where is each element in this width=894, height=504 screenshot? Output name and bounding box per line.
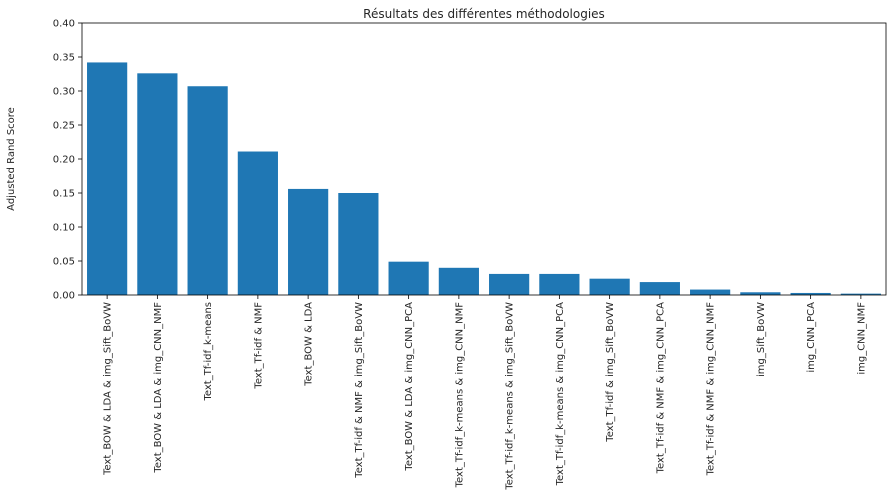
bar (288, 188, 329, 295)
x-category-label: Text_BOW & LDA & img_Sift_BoVW (103, 302, 114, 476)
bar (489, 273, 530, 295)
y-tick-label: 0.10 (53, 223, 75, 234)
y-tick-label: 0.25 (53, 121, 75, 132)
bar (690, 289, 731, 295)
x-category-label: Text_Tf-idf_k-means (203, 302, 214, 402)
bar (187, 86, 228, 296)
x-category-label: Text_Tf-idf & NMF & img_CNN_NMF (706, 302, 717, 477)
x-category-label: img_CNN_NMF (856, 302, 867, 375)
bar (840, 293, 881, 295)
bar (438, 267, 479, 295)
y-tick-label: 0.20 (53, 155, 75, 166)
bar (338, 193, 379, 295)
x-category-label: Text_Tf-idf & NMF & img_CNN_PCA (655, 302, 666, 475)
bar (388, 261, 429, 295)
bar (539, 273, 580, 295)
x-category-label: Text_BOW & LDA (304, 302, 315, 387)
x-category-label: img_Sift_BoVW (756, 302, 767, 377)
x-category-label: Text_Tf-idf_k-means & img_Sift_BoVW (505, 302, 516, 491)
y-tick-label: 0.30 (53, 87, 75, 98)
x-category-label: Text_Tf-idf_k-means & img_CNN_PCA (555, 302, 566, 487)
x-category-label: Text_BOW & LDA & img_CNN_PCA (404, 302, 415, 472)
x-category-label: Text_Tf-idf & img_Sift_BoVW (605, 302, 616, 443)
bar (87, 62, 128, 295)
y-tick-label: 0.05 (53, 257, 75, 268)
x-category-label: img_CNN_PCA (806, 302, 817, 373)
bar (137, 73, 178, 295)
y-tick-label: 0.00 (53, 291, 75, 302)
x-category-label: Text_Tf-idf & NMF (253, 302, 264, 390)
bar (740, 292, 781, 295)
bar (589, 278, 630, 295)
chart-title: Résultats des différentes méthodologies (363, 7, 605, 21)
y-axis-title: Adjusted Rand Score (6, 107, 17, 211)
bar (790, 292, 831, 295)
y-tick-label: 0.35 (53, 53, 75, 64)
plot-area-frame (81, 22, 887, 296)
x-category-label: Text_Tf-idf_k-means & img_CNN_NMF (454, 302, 465, 489)
bar (237, 151, 278, 295)
x-category-label: Text_BOW & LDA & img_CNN_NMF (153, 302, 164, 474)
y-tick-label: 0.40 (53, 19, 75, 30)
bar (639, 282, 680, 295)
y-tick-label: 0.15 (53, 189, 75, 200)
x-category-label: Text_Tf-idf & NMF & img_Sift_BoVW (354, 302, 365, 479)
